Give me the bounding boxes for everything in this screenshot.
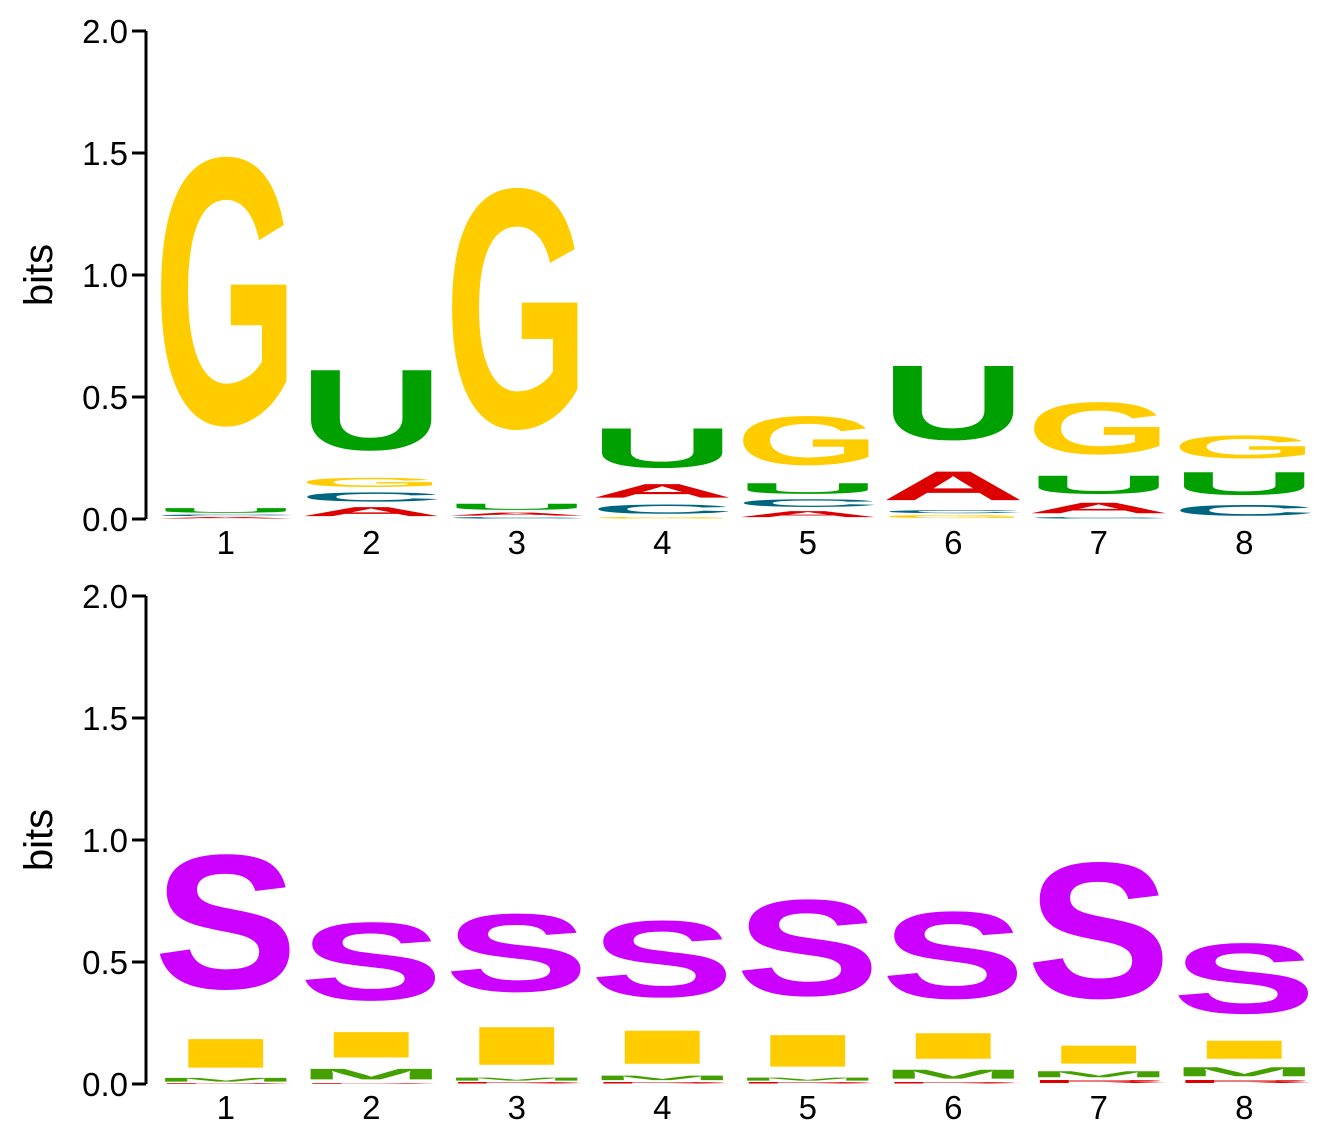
logo-letter-G: G	[590, 517, 734, 519]
logo-letter-S: S	[1172, 922, 1316, 1034]
y-axis-title: bits	[17, 809, 61, 871]
logo-letter-I: I	[299, 1024, 443, 1065]
logo-letter-I: I	[154, 1030, 298, 1076]
logo-letter-C: C	[154, 514, 299, 516]
x-tick-label: 5	[799, 524, 817, 561]
logo-letter-A: A	[154, 517, 299, 519]
logo-letter-M: M	[736, 1077, 880, 1082]
logo-letter-A: A	[881, 463, 1026, 509]
logo-letter-C: C	[881, 509, 1025, 514]
logo-letter-M: M	[154, 1077, 298, 1083]
logo-letter-C: C	[736, 497, 880, 509]
logo-letter-R: R	[1027, 1079, 1171, 1084]
x-tick-label: 1	[217, 1089, 235, 1126]
logo-letter-G: G	[1027, 387, 1171, 470]
logo-letter-G: G	[736, 402, 880, 480]
x-tick-label: 3	[508, 524, 526, 561]
x-tick-label: 2	[362, 1089, 380, 1126]
logo-letter-R: R	[445, 1082, 590, 1084]
logo-letter-C: C	[299, 490, 443, 505]
logo-letter-R: R	[154, 1083, 298, 1084]
logo-letter-A: A	[299, 504, 443, 519]
logo-letter-S: S	[445, 891, 589, 1015]
logo-letter-M: M	[881, 1067, 1025, 1082]
x-tick-label: 8	[1235, 524, 1253, 561]
logo-letter-C: C	[1172, 502, 1316, 519]
logo-letter-U: U	[881, 343, 1025, 462]
logo-letter-I: I	[881, 1025, 1025, 1066]
logo-letter-G: G	[299, 475, 443, 490]
x-tick-label: 6	[944, 1089, 962, 1126]
logo-letter-R: R	[881, 1082, 1026, 1084]
logo-letter-U: U	[299, 345, 443, 474]
x-tick-label: 4	[653, 524, 671, 561]
logo-letter-A: A	[1027, 500, 1171, 517]
logo-letter-I: I	[445, 1015, 589, 1076]
logo-letter-A: A	[590, 480, 735, 502]
logo-letter-I: I	[1027, 1040, 1171, 1069]
logo-letter-M: M	[445, 1077, 589, 1082]
y-tick-label: 2.0	[82, 578, 128, 615]
logo-letter-M: M	[590, 1074, 734, 1081]
y-axis-title: bits	[17, 244, 61, 306]
y-tick-label: 0.0	[82, 501, 128, 538]
logo-letter-M: M	[1027, 1069, 1171, 1079]
y-tick-label: 1.0	[82, 822, 128, 859]
x-tick-label: 6	[944, 524, 962, 561]
logo-letter-C: C	[1027, 517, 1172, 519]
logo-letter-G: G	[1172, 429, 1316, 466]
x-tick-label: 3	[508, 1089, 526, 1126]
logo-letter-I: I	[1172, 1035, 1316, 1064]
x-tick-label: 5	[799, 1089, 817, 1126]
logo-letter-M: M	[299, 1066, 443, 1083]
x-tick-label: 4	[653, 1089, 671, 1126]
y-tick-label: 1.0	[82, 257, 128, 294]
x-tick-label: 8	[1235, 1089, 1253, 1126]
logo-letter-S: S	[154, 816, 298, 1030]
logo-letter-U: U	[1027, 470, 1172, 499]
logo-letter-U: U	[736, 480, 880, 497]
logo-letter-M: M	[1172, 1065, 1316, 1080]
logo-letter-I: I	[590, 1020, 734, 1073]
logo-letter-U: U	[1172, 465, 1317, 501]
logo-letter-I: I	[736, 1025, 880, 1076]
logo-letter-A: A	[736, 509, 881, 519]
logo-letter-U: U	[445, 502, 590, 512]
x-tick-label: 2	[362, 524, 380, 561]
y-tick-label: 1.5	[82, 700, 128, 737]
y-tick-label: 0.0	[82, 1066, 128, 1103]
logo-letter-U: U	[590, 417, 734, 480]
logo-letter-S: S	[299, 900, 443, 1024]
y-tick-label: 0.5	[82, 379, 128, 416]
x-tick-label: 7	[1090, 524, 1108, 561]
logo-letter-R: R	[590, 1082, 735, 1084]
logo-letter-C: C	[445, 517, 590, 519]
logo-letter-S: S	[736, 872, 880, 1025]
logo-letter-S: S	[590, 899, 734, 1020]
y-tick-label: 0.5	[82, 944, 128, 981]
x-tick-label: 1	[217, 524, 235, 561]
logo-letter-S: S	[881, 886, 1025, 1025]
logo-letter-R: R	[1172, 1079, 1316, 1084]
y-tick-label: 2.0	[82, 13, 128, 50]
logo-letter-G: G	[881, 514, 1025, 519]
logo-letter-R: R	[736, 1082, 881, 1084]
x-tick-label: 7	[1090, 1089, 1108, 1126]
y-tick-label: 1.5	[82, 135, 128, 172]
logo-letter-U: U	[154, 507, 299, 514]
logo-letter-R: R	[299, 1083, 443, 1084]
logo-letter-G: G	[445, 118, 589, 500]
logo-letter-S: S	[1027, 822, 1171, 1039]
logo-letter-C: C	[590, 502, 734, 517]
logo-letter-G: G	[154, 78, 298, 504]
logo-letter-A: A	[445, 512, 589, 517]
